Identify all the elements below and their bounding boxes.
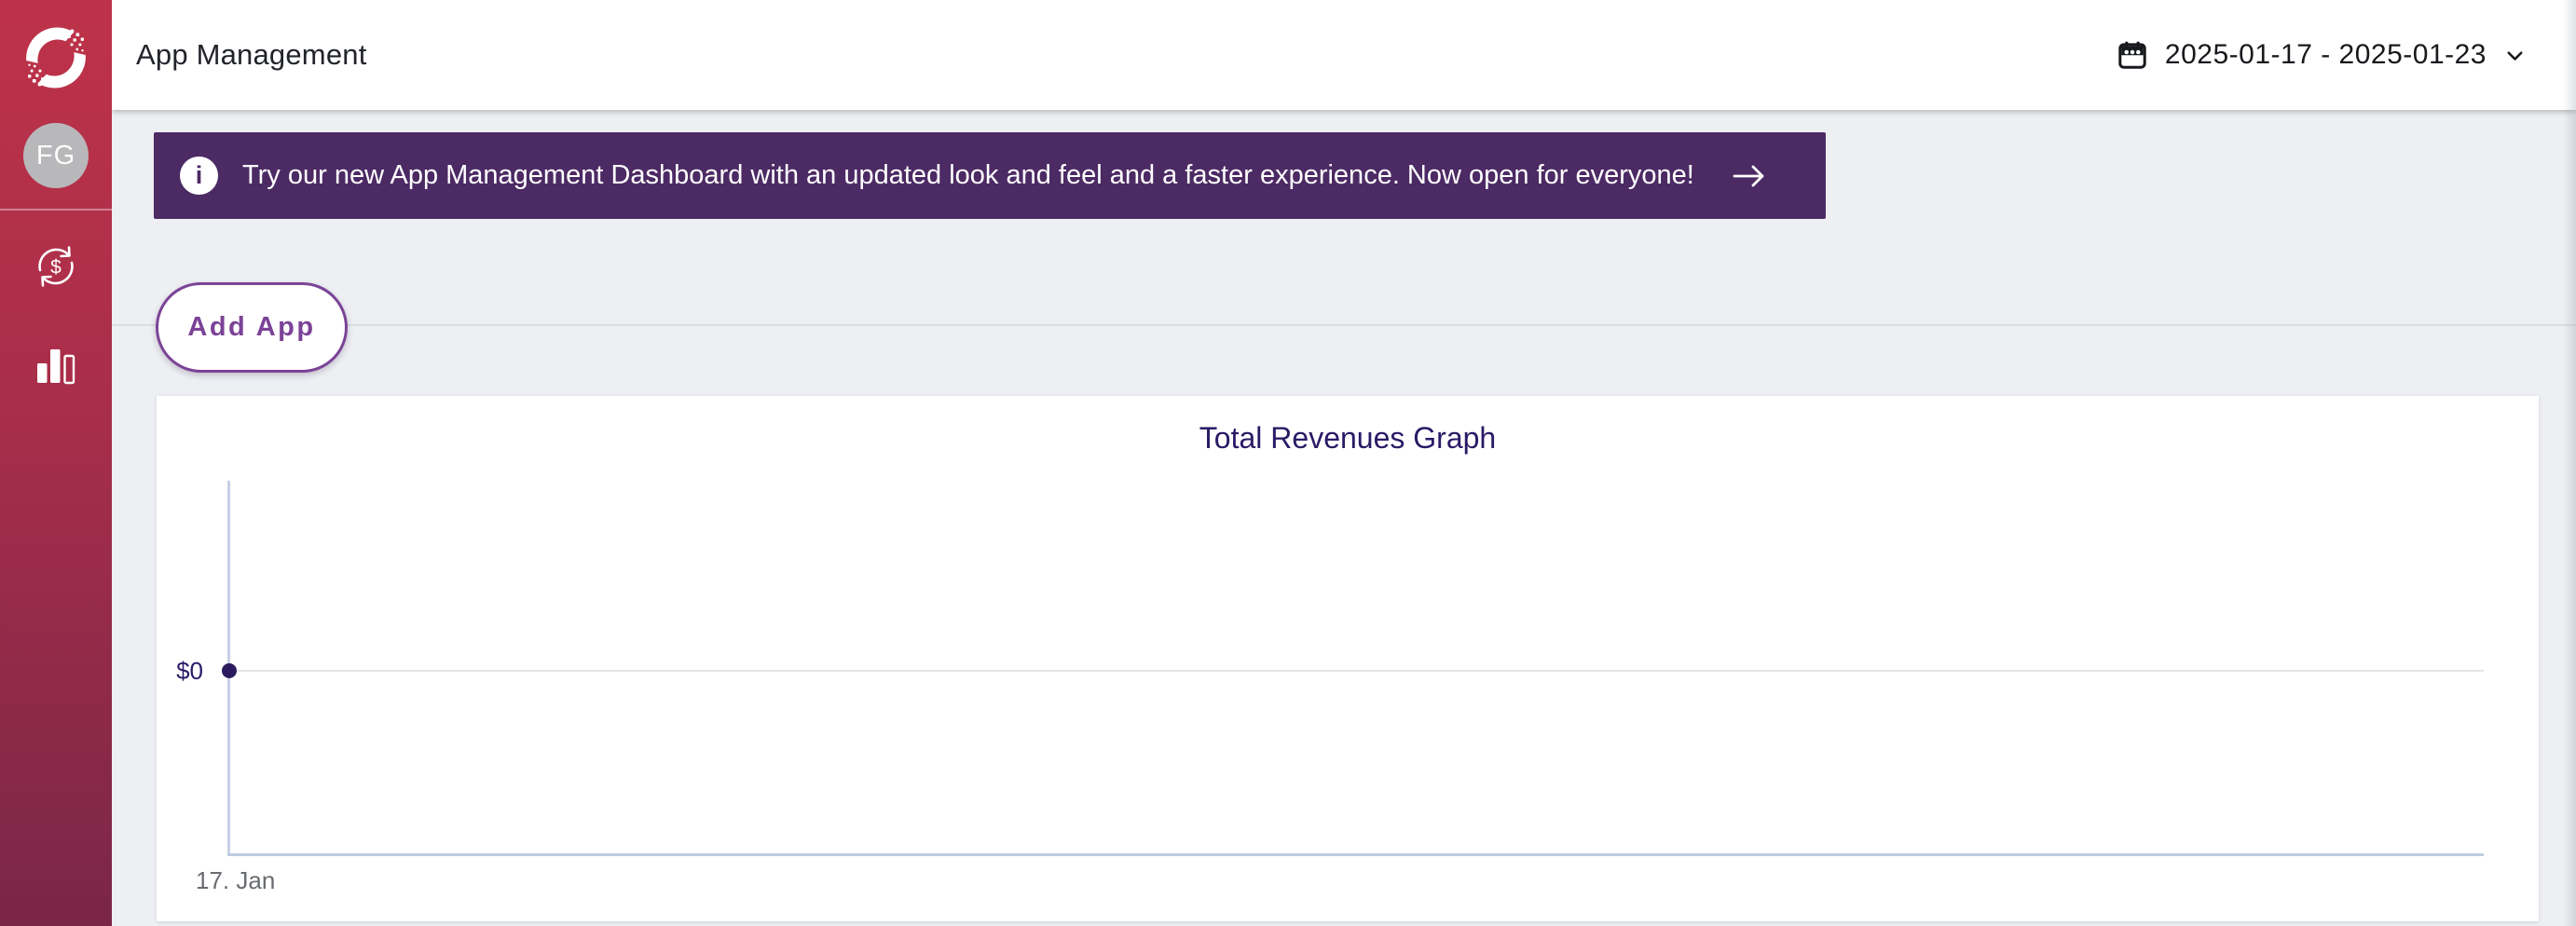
content-divider — [112, 324, 2576, 326]
chevron-down-icon — [2502, 43, 2528, 68]
vertical-scrollbar[interactable] — [2563, 0, 2576, 926]
info-icon: i — [180, 157, 218, 195]
avatar-initials: FG — [35, 140, 76, 170]
arrow-right-icon[interactable] — [1730, 162, 1769, 190]
analytics-bars-icon — [34, 343, 77, 390]
sidebar: FG $ — [0, 0, 112, 926]
chart-x-tick-label: 17. Jan — [196, 866, 276, 894]
svg-text:$: $ — [50, 257, 62, 279]
chart-x-axis-line — [227, 853, 2484, 856]
sidebar-divider — [0, 209, 112, 211]
chart-y-tick-label: $0 — [176, 657, 203, 685]
add-app-button[interactable]: Add App — [156, 282, 348, 373]
chart-gridline-zero — [230, 670, 2484, 672]
user-avatar[interactable]: FG — [23, 123, 89, 188]
announcement-message: Try our new App Management Dashboard wit… — [242, 160, 1694, 190]
date-range-value: 2025-01-17 - 2025-01-23 — [2164, 39, 2487, 70]
announcement-banner[interactable]: i Try our new App Management Dashboard w… — [154, 132, 1826, 219]
calendar-icon — [2116, 38, 2149, 72]
brand-logo-icon[interactable] — [21, 23, 90, 92]
sidebar-item-revenue-sync[interactable]: $ — [0, 242, 112, 295]
revenue-sync-icon: $ — [32, 242, 80, 295]
page-title: App Management — [136, 38, 367, 71]
top-header: App Management 2025-01-17 - 2025-01-23 — [112, 0, 2576, 110]
sidebar-item-analytics[interactable] — [0, 343, 112, 390]
total-revenues-card: Total Revenues Graph $0 17. Jan — [157, 396, 2539, 921]
chart-data-point[interactable] — [222, 663, 237, 678]
chart-title: Total Revenues Graph — [1199, 421, 1497, 455]
date-range-picker[interactable]: 2025-01-17 - 2025-01-23 — [2116, 0, 2528, 110]
